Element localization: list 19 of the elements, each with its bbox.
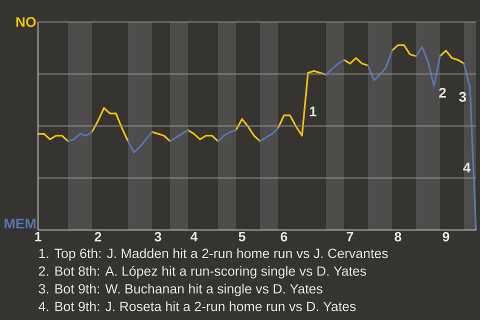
text: 3. Bot 9th: W. Buchanan hit a single vs D. Yates (38, 284, 322, 296)
x-tick-label: 9 (442, 232, 450, 242)
annotation: 4 (463, 162, 471, 172)
text: MEM (4, 218, 36, 228)
text: 4. Bot 9th: J. Roseta hit a 2-run home run vs D. Yates (38, 301, 356, 312)
x-tick-label: 5 (238, 232, 246, 242)
x-tick-label: 1 (35, 232, 42, 242)
annotation: 3 (459, 92, 466, 102)
annotation: 1 (310, 106, 316, 116)
annotation: 2 (439, 88, 446, 98)
text: 1. Top 6th: J. Madden hit a 2-run home run vs J. Cervantes (39, 248, 388, 261)
x-tick-label: 2 (94, 232, 102, 242)
x-tick-label: 7 (346, 232, 354, 242)
text: 2. Bot 8th: A. López hit a run-scoring single vs D. Yates (38, 266, 366, 278)
x-tick-label: 4 (190, 232, 198, 242)
x-tick-label: 3 (154, 232, 162, 242)
x-tick-label: 6 (280, 232, 288, 242)
x-tick-label: 8 (394, 232, 402, 242)
text: NO (16, 17, 36, 27)
